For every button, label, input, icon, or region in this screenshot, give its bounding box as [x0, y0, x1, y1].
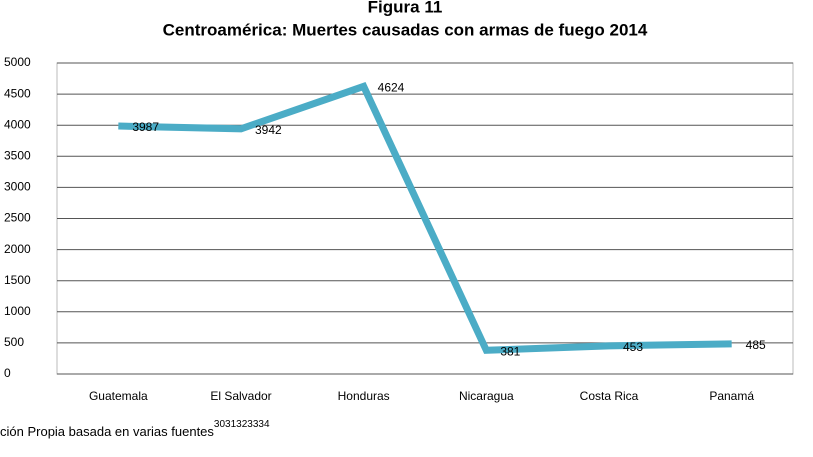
chart-supertitle: Figura 11	[368, 0, 443, 16]
y-tick-label: 4000	[4, 117, 31, 131]
y-tick-label: 0	[4, 366, 11, 380]
y-tick-label: 2500	[4, 211, 31, 225]
x-tick-label: Guatemala	[89, 389, 148, 403]
x-tick-label: Honduras	[338, 389, 390, 403]
x-tick-label: Costa Rica	[580, 389, 639, 403]
source-note: 3031323334	[214, 419, 270, 430]
x-tick-label: Panamá	[709, 389, 754, 403]
source: ción Propia basada en varias fuentes3031…	[0, 419, 270, 440]
y-tick-label: 1500	[4, 273, 31, 287]
y-tick-label: 2000	[4, 242, 31, 256]
data-label: 485	[746, 338, 766, 352]
source-text: ción Propia basada en varias fuentes	[0, 424, 214, 439]
data-label: 3987	[132, 120, 159, 134]
data-label: 3942	[255, 123, 282, 137]
data-label: 453	[623, 340, 643, 354]
y-tick-label: 3000	[4, 180, 31, 194]
x-tick-label: Nicaragua	[459, 389, 514, 403]
chart-title: Centroamérica: Muertes causadas con arma…	[163, 20, 648, 39]
data-label: 4624	[378, 81, 405, 95]
y-tick-label: 1000	[4, 304, 31, 318]
y-tick-label: 4500	[4, 86, 31, 100]
data-label: 381	[500, 344, 520, 358]
y-tick-label: 5000	[4, 55, 31, 69]
x-tick-label: El Salvador	[210, 389, 271, 403]
y-tick-label: 3500	[4, 148, 31, 162]
series-line	[118, 82, 732, 354]
y-tick-label: 500	[4, 335, 24, 349]
